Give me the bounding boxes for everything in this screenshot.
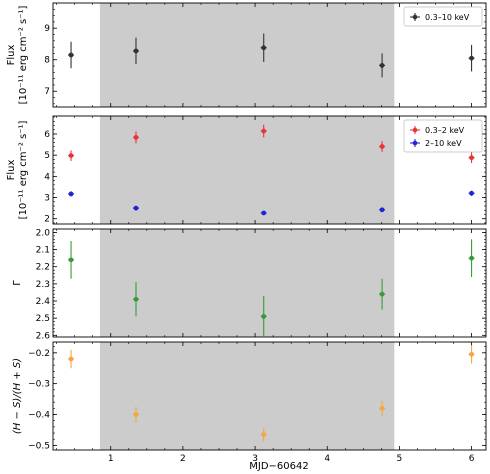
panel-4: −0.2 −0.3 −0.4 −0.5 1 2 3 4 5 6 (H − S)/(H + S) [12,341,487,464]
series-1 [68,124,475,164]
y-tick-label: 5 [44,151,50,161]
series-1 [68,33,475,78]
data-point [469,351,474,357]
y-tick-label: 2 [44,215,50,225]
y-axis-label: Γ [12,280,23,286]
data-point [379,405,385,411]
data-point [261,314,267,319]
y-tick-label: −0.5 [28,441,50,451]
y-axis-label-units: [10⁻¹¹ erg cm⁻² s⁻¹] [18,120,29,219]
x-tick-label: 4 [324,454,330,464]
y-tick-label: 2.0 [36,228,51,238]
x-tick-label: 6 [469,454,475,464]
x-tick-label: 2 [180,454,186,464]
y-tick-label: 4 [44,172,50,182]
legend-marker [412,140,418,146]
data-point [68,52,74,58]
axes-frame [52,2,487,108]
x-tick-label: 3 [252,454,258,464]
legend-box [403,6,483,27]
y-tick-label: 8 [44,56,50,66]
y-axis-label: (H − S)/(H + S) [12,358,23,434]
legend-marker [412,127,418,133]
y-tick-label: −0.2 [28,349,50,359]
shaded-region [99,342,395,450]
y-axis-label-units: [10⁻¹¹ erg cm⁻² s⁻¹] [18,5,29,104]
data-point [133,205,139,211]
y-tick-label: 2.2 [36,263,50,273]
data-point [379,291,385,297]
y-axis-label: Flux [6,45,17,66]
data-point [68,191,74,197]
data-point [133,48,139,54]
data-point [469,55,474,61]
series-2 [68,190,475,216]
data-point [133,296,139,302]
axes-frame [52,115,487,225]
data-point [469,255,474,261]
data-point [261,432,267,437]
y-tick-label: −0.3 [28,380,50,390]
axes-frame [52,228,487,338]
y-tick-label: 3 [44,194,50,204]
y-axis-label: Flux [6,160,17,181]
panel-3: 2.0 2.1 2.2 2.3 2.4 2.5 2.6 Γ [12,228,487,341]
data-point [133,134,139,140]
legend-label: 0.3–10 keV [425,13,470,22]
data-point [379,207,385,213]
y-tick-label: 2.4 [36,297,51,307]
shaded-region [99,229,395,337]
shaded-region [99,3,395,107]
x-tick-label: 1 [108,454,114,464]
y-tick-label: 6 [44,130,50,140]
data-point [379,144,385,149]
legend-marker [412,14,418,20]
y-tick-label: 2.3 [36,280,50,290]
x-axis-label: MJD−60642 [249,461,308,472]
data-point [261,128,267,134]
data-point [379,63,385,68]
legend-label: 2–10 keV [425,139,462,148]
data-point [261,210,267,216]
panel-1: 7 8 9 Flux [10⁻¹¹ erg cm⁻² s⁻¹] 0.3–10 keV [6,2,487,108]
data-point [469,190,474,196]
data-point [68,356,74,362]
data-point [68,153,74,159]
data-point [133,412,139,417]
data-point [469,155,474,161]
shaded-region [99,116,395,224]
y-tick-label: 9 [44,24,50,34]
series-1 [68,345,475,442]
legend-label: 0.3–2 keV [425,126,465,135]
panel-2: 2 3 4 5 6 Flux [10⁻¹¹ erg cm⁻² s⁻¹] 0.3–2 keV 2–… [6,115,487,225]
legend-box [403,119,483,153]
y-tick-label: −0.4 [28,411,50,421]
y-tick-label: 7 [44,87,50,97]
data-point [261,45,267,51]
y-tick-label: 2.5 [36,314,50,324]
y-tick-label: 2.1 [36,246,50,256]
x-tick-label: 5 [397,454,403,464]
y-tick-label: 2.6 [36,331,51,341]
data-point [68,257,74,263]
series-1 [68,239,475,337]
